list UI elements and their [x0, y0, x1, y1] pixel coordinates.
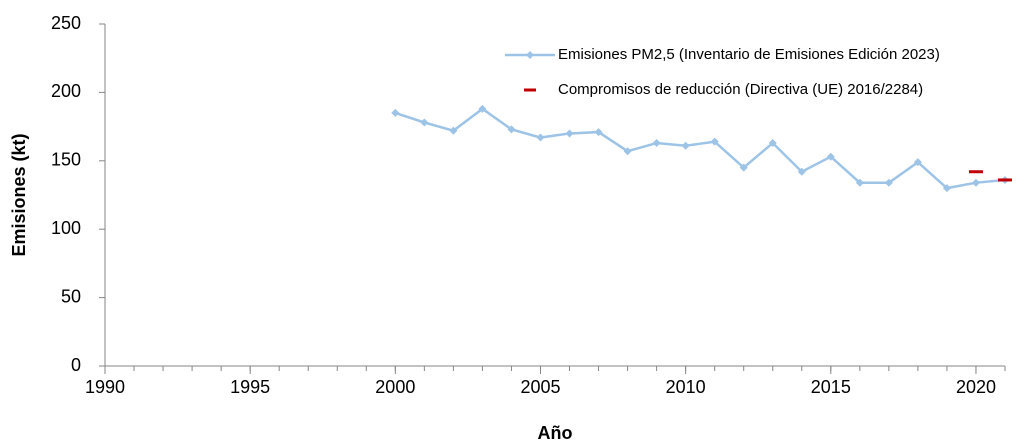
- x-tick-label: 2020: [956, 377, 996, 397]
- point: [768, 139, 777, 148]
- x-tick-label: 2010: [666, 377, 706, 397]
- y-tick-label: 250: [51, 13, 81, 33]
- x-tick-label: 1990: [85, 377, 125, 397]
- point: [797, 167, 806, 176]
- point: [884, 178, 893, 187]
- point: [594, 128, 603, 137]
- y-tick-label: 50: [61, 286, 81, 306]
- y-tick-label: 200: [51, 81, 81, 101]
- legend-label: Compromisos de reducción (Directiva (UE)…: [558, 81, 923, 98]
- point: [623, 147, 632, 156]
- x-tick-label: 2005: [520, 377, 560, 397]
- point: [420, 118, 429, 127]
- point: [652, 139, 661, 148]
- point: [449, 126, 458, 135]
- y-tick-label: 100: [51, 218, 81, 238]
- point: [855, 178, 864, 187]
- point: [913, 158, 922, 167]
- y-tick-label: 0: [71, 355, 81, 375]
- point: [942, 184, 951, 193]
- legend-marker: [526, 51, 534, 59]
- point: [507, 125, 516, 134]
- point: [565, 129, 574, 138]
- point: [681, 141, 690, 150]
- point: [826, 152, 835, 161]
- point: [478, 104, 487, 113]
- legend-label: Emisiones PM2,5 (Inventario de Emisiones…: [558, 46, 940, 63]
- x-tick-label: 1995: [230, 377, 270, 397]
- point: [391, 108, 400, 117]
- point: [971, 178, 980, 187]
- point: [536, 133, 545, 142]
- x-tick-label: 2015: [811, 377, 851, 397]
- point: [710, 137, 719, 146]
- point: [739, 163, 748, 172]
- x-tick-label: 2000: [375, 377, 415, 397]
- x-axis-title: Año: [538, 423, 573, 443]
- series-line: [394, 107, 1006, 190]
- y-tick-label: 150: [51, 150, 81, 170]
- y-axis-title: Emisiones (kt): [9, 133, 29, 256]
